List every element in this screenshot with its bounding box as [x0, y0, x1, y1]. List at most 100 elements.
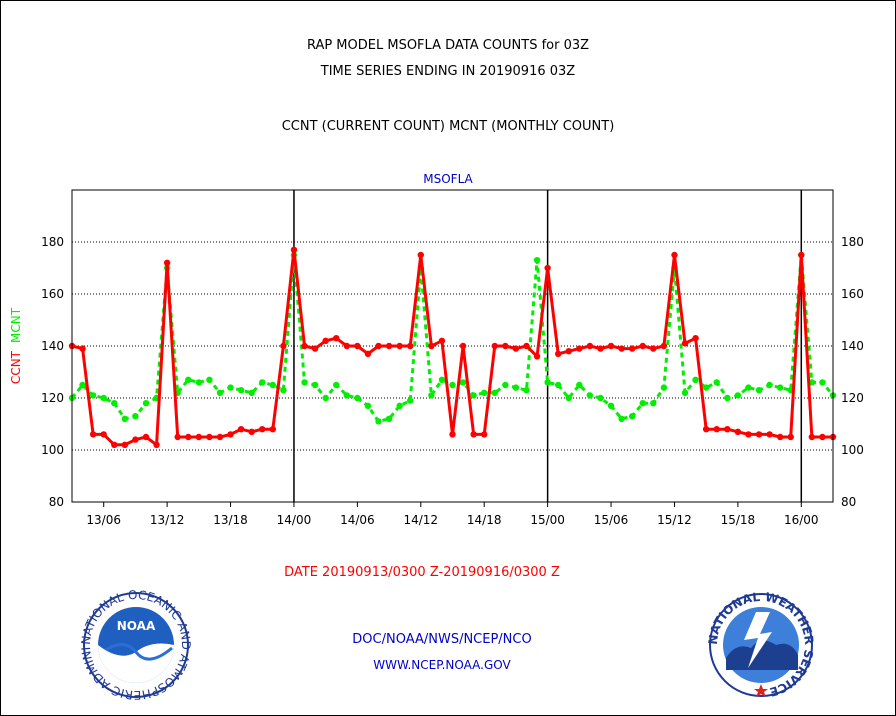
data-point-mcnt [755, 387, 763, 394]
data-point-ccnt [290, 246, 298, 253]
axis-layer: 80 80 100 100 120 120 140 140 160 160 180 180 13/06 1… [9, 189, 864, 527]
data-point-mcnt [481, 389, 488, 396]
station-label: MSOFLA [423, 172, 473, 186]
data-point-mcnt [343, 392, 351, 399]
data-point-ccnt [639, 342, 646, 350]
data-point-mcnt [597, 394, 604, 402]
data-point-ccnt [724, 426, 731, 433]
data-point-ccnt [533, 353, 541, 360]
data-point-mcnt [776, 384, 784, 391]
data-point-ccnt [650, 345, 657, 352]
data-point-ccnt [502, 342, 509, 350]
data-point-ccnt [512, 345, 520, 352]
data-point-mcnt [533, 257, 541, 264]
data-point-ccnt [216, 433, 224, 441]
data-point-mcnt [407, 397, 414, 404]
data-point-mcnt [702, 384, 710, 391]
data-point-mcnt [322, 394, 329, 402]
data-point-ccnt [185, 433, 192, 441]
data-point-mcnt [544, 379, 551, 386]
data-point-mcnt [681, 389, 689, 396]
data-point-mcnt [132, 413, 139, 420]
data-point-ccnt [301, 342, 308, 350]
data-point-ccnt [713, 426, 720, 433]
data-point-mcnt [576, 381, 583, 389]
data-point-ccnt [671, 251, 678, 259]
data-point-ccnt [449, 431, 456, 438]
x-tick-label: 15/12 [657, 513, 692, 527]
data-point-ccnt [354, 342, 361, 350]
data-point-ccnt [808, 433, 816, 441]
data-point-ccnt [787, 433, 794, 441]
data-point-ccnt [311, 345, 319, 352]
data-point-mcnt [692, 376, 699, 383]
data-point-ccnt [597, 345, 604, 352]
data-point-ccnt [174, 433, 181, 441]
data-point-mcnt [523, 387, 530, 394]
data-point-mcnt [100, 394, 107, 402]
data-point-ccnt [375, 342, 382, 350]
data-point-mcnt [142, 400, 150, 407]
data-point-ccnt [607, 342, 615, 350]
data-point-mcnt [375, 418, 382, 425]
data-point-mcnt [449, 381, 456, 389]
x-tick-label: 13/18 [213, 513, 248, 527]
data-point-mcnt [618, 415, 625, 422]
data-point-mcnt [121, 415, 129, 422]
nws-logo: NATIONAL WEATHER SERVICE [706, 590, 816, 699]
noaa-logo: NOAA NATIONAL OCEANIC AND ATMOSPHERIC AD… [76, 590, 193, 700]
data-point-ccnt [142, 433, 150, 441]
data-point-mcnt [628, 413, 636, 420]
grid-layer [72, 190, 833, 502]
y-tick-label-right: 120 [841, 391, 864, 405]
data-point-ccnt [280, 342, 287, 350]
data-point-mcnt [639, 400, 646, 407]
footer-url[interactable]: WWW.NCEP.NOAA.GOV [373, 658, 511, 672]
data-point-mcnt [280, 387, 287, 394]
data-point-mcnt [206, 376, 213, 383]
data-point-ccnt [259, 426, 266, 433]
data-point-mcnt [650, 400, 657, 407]
data-point-mcnt [311, 381, 319, 389]
data-point-ccnt [819, 433, 826, 441]
data-point-ccnt [523, 342, 530, 350]
data-point-ccnt [776, 433, 784, 441]
data-point-ccnt [121, 441, 129, 448]
data-point-mcnt [819, 379, 826, 386]
data-point-mcnt [333, 381, 340, 389]
data-point-ccnt [438, 337, 446, 344]
data-point-ccnt [660, 342, 668, 350]
x-tick-label: 14/00 [277, 513, 312, 527]
footer-org: DOC/NOAA/NWS/NCEP/NCO [352, 632, 532, 647]
data-point-ccnt [227, 431, 234, 438]
y-tick-label-left: 120 [41, 391, 64, 405]
data-point-mcnt [385, 415, 393, 422]
chart-title: RAP MODEL MSOFLA DATA COUNTS for 03Z [306, 38, 590, 53]
data-point-mcnt [79, 381, 86, 389]
y-tick-label-left: 160 [41, 287, 64, 301]
data-point-ccnt [702, 426, 710, 433]
data-point-ccnt [100, 431, 107, 438]
series-line-mcnt [70, 253, 835, 423]
data-point-ccnt [628, 345, 636, 352]
data-point-mcnt [660, 384, 668, 391]
x-tick-label: 13/06 [86, 513, 121, 527]
data-point-ccnt [132, 436, 139, 443]
data-point-mcnt [745, 384, 752, 391]
data-point-ccnt [111, 441, 118, 448]
data-point-mcnt [438, 376, 446, 383]
data-point-mcnt [195, 379, 203, 386]
x-tick-label: 14/12 [403, 513, 438, 527]
data-point-ccnt [766, 431, 773, 438]
data-point-ccnt [428, 342, 435, 350]
data-point-ccnt [554, 350, 562, 357]
data-point-mcnt [428, 392, 435, 399]
data-point-mcnt [111, 400, 118, 407]
data-point-ccnt [195, 433, 203, 441]
data-point-ccnt [734, 428, 742, 435]
date-range-label: DATE 20190913/0300 Z-20190916/0300 Z [284, 565, 560, 580]
data-point-ccnt [459, 342, 467, 350]
data-point-mcnt [470, 392, 477, 399]
data-point-mcnt [269, 381, 277, 389]
